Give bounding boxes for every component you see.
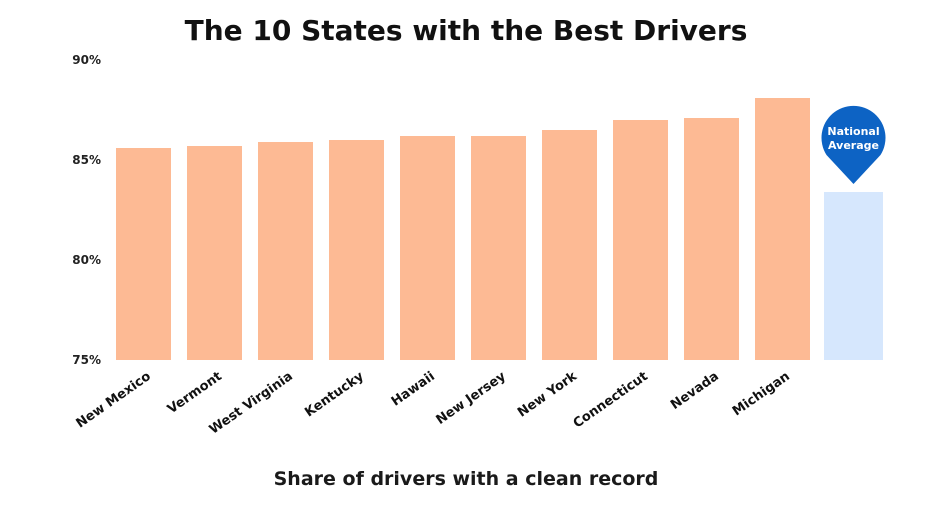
y-tick-label: 85% bbox=[72, 153, 101, 167]
bar bbox=[258, 142, 313, 360]
national-average-label: Average bbox=[828, 139, 879, 152]
map-pin-icon bbox=[821, 105, 886, 184]
y-tick-label: 80% bbox=[72, 253, 101, 267]
bar bbox=[613, 120, 668, 360]
bar bbox=[400, 136, 455, 360]
bar bbox=[116, 148, 171, 360]
bar bbox=[684, 118, 739, 360]
x-tick-label: Nevada bbox=[668, 369, 722, 413]
x-tick-label: Michigan bbox=[730, 369, 793, 419]
x-tick-label: New Mexico bbox=[74, 369, 154, 431]
x-tick-label: Hawaii bbox=[389, 369, 438, 410]
y-tick-label: 75% bbox=[72, 353, 101, 367]
national-average-label: National bbox=[827, 125, 879, 138]
x-tick-label: New York bbox=[515, 369, 580, 421]
x-axis-title: Share of drivers with a clean record bbox=[273, 468, 659, 490]
bar bbox=[755, 98, 810, 360]
x-tick-label: Connecticut bbox=[571, 369, 651, 431]
bar bbox=[542, 130, 597, 360]
national-average-bar bbox=[824, 192, 883, 360]
bars bbox=[116, 98, 810, 360]
y-tick-label: 90% bbox=[72, 53, 101, 67]
x-tick-label: Vermont bbox=[165, 369, 225, 417]
x-tick-label: Kentucky bbox=[302, 369, 367, 421]
y-axis-ticks: 75% 80% 85% 90% bbox=[72, 53, 101, 367]
bar bbox=[329, 140, 384, 360]
chart-title: The 10 States with the Best Drivers bbox=[184, 14, 748, 47]
x-tick-label: New Jersey bbox=[434, 369, 510, 428]
bar bbox=[187, 146, 242, 360]
bar bbox=[471, 136, 526, 360]
